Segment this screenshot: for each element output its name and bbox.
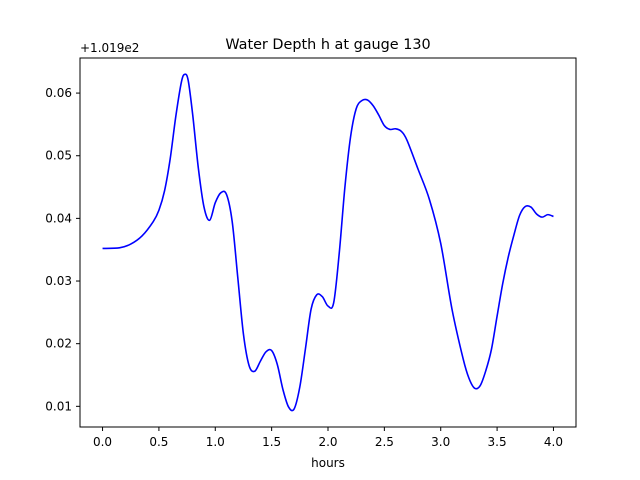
chart-title: Water Depth h at gauge 130: [225, 37, 430, 53]
x-tick-label: 0.5: [149, 435, 168, 449]
y-axis-ticks: 0.01 0.02 0.03 0.04 0.05 0.06: [45, 86, 80, 413]
y-tick-label: 0.02: [45, 337, 72, 351]
axes-frame: [79, 57, 577, 428]
y-offset-text: +1.019e2: [80, 41, 139, 55]
y-tick-label: 0.06: [45, 86, 72, 100]
x-tick-label: 1.0: [206, 435, 225, 449]
plot-area: [102, 73, 554, 412]
x-tick-label: 3.5: [488, 435, 507, 449]
x-axis-label: hours: [311, 456, 345, 470]
x-tick-label: 3.0: [431, 435, 450, 449]
x-tick-label: 1.5: [262, 435, 281, 449]
y-tick-label: 0.05: [45, 149, 72, 163]
y-tick-label: 0.01: [45, 399, 72, 413]
y-tick-label: 0.03: [45, 274, 72, 288]
x-tick-label: 2.5: [375, 435, 394, 449]
x-tick-label: 0.0: [93, 435, 112, 449]
series-line-0: [102, 73, 554, 412]
y-tick-label: 0.04: [45, 211, 72, 225]
x-axis-ticks: 0.0 0.5 1.0 1.5 2.0 2.5 3.0 3.5 4.0: [93, 427, 563, 449]
x-tick-label: 4.0: [544, 435, 563, 449]
x-tick-label: 2.0: [318, 435, 337, 449]
